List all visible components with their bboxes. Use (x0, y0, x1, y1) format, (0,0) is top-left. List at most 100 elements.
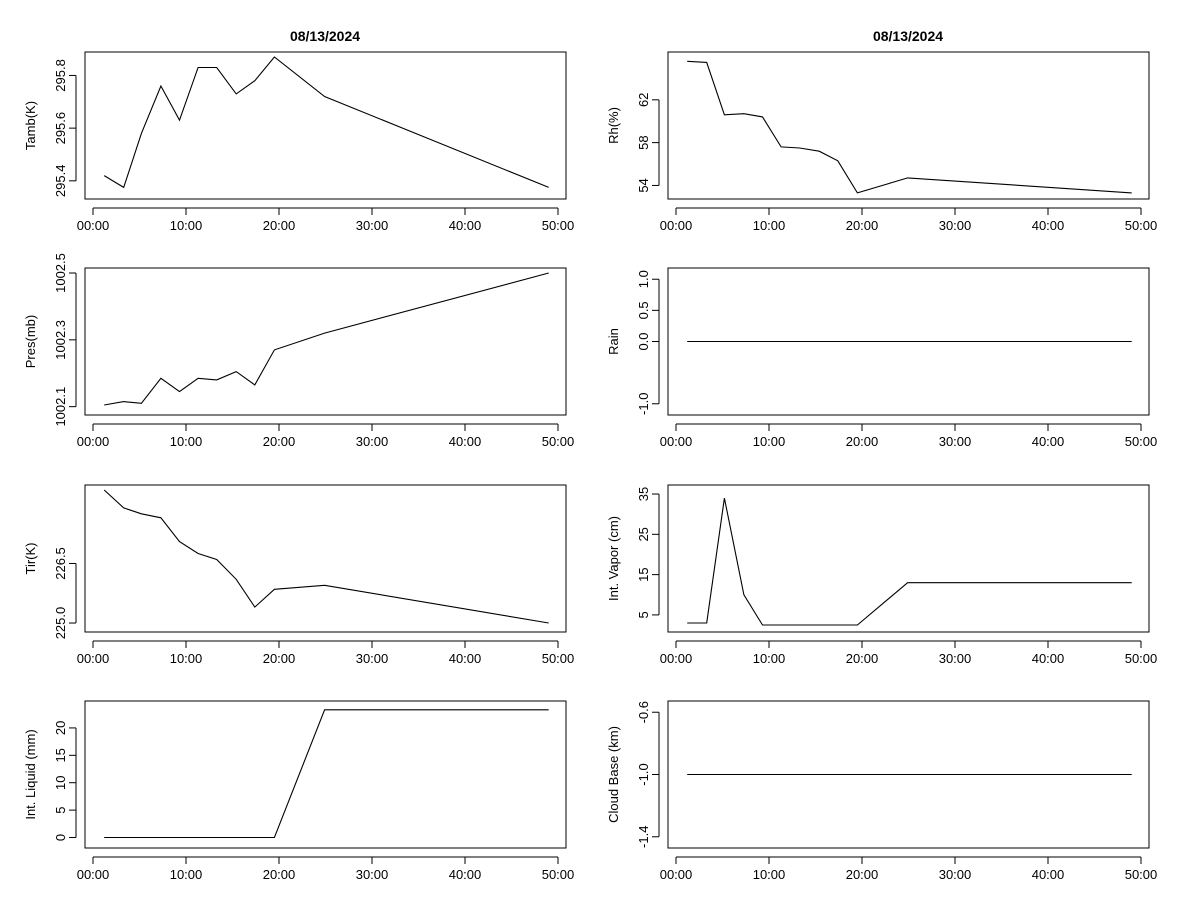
rh-plot-frame (667, 51, 1150, 200)
pres-y-axis-label: Pres(mb) (23, 315, 38, 368)
rh-y-tick-label: 54 (636, 178, 651, 192)
pres-x-tick-label: 30:00 (356, 434, 389, 449)
cloud-y-tick-label: -1.4 (636, 826, 651, 848)
rain-panel: 00:00 10:00 20:00 30:00 40:00 50:00 -1.0 0.0 0.5… (606, 267, 1158, 449)
rain-x-tick-label: 50:00 (1125, 434, 1158, 449)
tamb-y-tick-label: 295.8 (53, 59, 68, 92)
rh-y-tick-label: 58 (636, 135, 651, 149)
tir-x-tick-label: 50:00 (542, 651, 575, 666)
pres-plot-frame (84, 267, 567, 416)
tamb-plot-frame (84, 51, 567, 200)
pres-series-line (104, 272, 549, 406)
rain-x-tick-label: 30:00 (939, 434, 972, 449)
rain-y-tick-label: -1.0 (636, 393, 651, 415)
vapor-x-tick-label: 20:00 (846, 651, 879, 666)
tir-x-tick-label: 10:00 (170, 651, 203, 666)
tamb-panel: 00:00 10:00 20:00 30:00 40:00 50:00 295.4 295.6… (23, 51, 575, 233)
liquid-x-tick-label: 40:00 (449, 867, 482, 882)
vapor-x-tick-label: 30:00 (939, 651, 972, 666)
tir-panel: 00:00 10:00 20:00 30:00 40:00 50:00 225.0 226.5… (23, 484, 575, 666)
rh-panel: 00:00 10:00 20:00 30:00 40:00 50:00 54 58 62 Rh(%… (606, 51, 1158, 233)
pres-y-tick-label: 1002.1 (53, 387, 68, 427)
vapor-x-tick-label: 10:00 (753, 651, 786, 666)
rh-y-tick-label: 62 (636, 93, 651, 107)
liquid-y-axis-label: Int. Liquid (mm) (23, 729, 38, 819)
liquid-x-tick-label: 30:00 (356, 867, 389, 882)
liquid-plot-frame (84, 700, 567, 849)
rain-x-tick-label: 40:00 (1032, 434, 1065, 449)
vapor-y-tick-label: 5 (636, 611, 651, 618)
rh-x-tick-label: 20:00 (846, 218, 879, 233)
tir-x-tick-label: 20:00 (263, 651, 296, 666)
vapor-y-tick-label: 25 (636, 527, 651, 541)
rain-y-tick-label: 0.0 (636, 332, 651, 350)
vapor-plot-frame (667, 484, 1150, 633)
liquid-x-tick-label: 50:00 (542, 867, 575, 882)
pres-x-tick-label: 10:00 (170, 434, 203, 449)
rain-x-tick-label: 20:00 (846, 434, 879, 449)
liquid-y-tick-label: 10 (53, 775, 68, 789)
vapor-y-tick-label: 35 (636, 487, 651, 501)
pres-y-tick-label: 1002.3 (53, 320, 68, 360)
tir-y-tick-label: 226.5 (53, 547, 68, 580)
rh-x-tick-label: 50:00 (1125, 218, 1158, 233)
tamb-series-line (103, 56, 549, 189)
rain-x-tick-label: 00:00 (660, 434, 693, 449)
tir-x-tick-label: 40:00 (449, 651, 482, 666)
cloud-panel: 00:00 10:00 20:00 30:00 40:00 50:00 -1.4 -1.0 -0… (606, 700, 1158, 882)
cloud-x-tick-label: 10:00 (753, 867, 786, 882)
pres-panel: 00:00 10:00 20:00 30:00 40:00 50:00 1002.1 1002… (23, 253, 574, 449)
rh-x-tick-label: 30:00 (939, 218, 972, 233)
tamb-x-tick-label: 40:00 (449, 218, 482, 233)
liquid-x-tick-label: 10:00 (170, 867, 203, 882)
tamb-y-axis-label: Tamb(K) (23, 101, 38, 150)
pres-y-tick-label: 1002.5 (53, 253, 68, 293)
cloud-y-tick-label: -1.0 (636, 763, 651, 785)
pres-x-tick-label: 40:00 (449, 434, 482, 449)
cloud-x-tick-label: 30:00 (939, 867, 972, 882)
cloud-y-axis-label: Cloud Base (km) (606, 726, 621, 823)
tir-y-tick-label: 225.0 (53, 607, 68, 640)
liquid-x-tick-label: 00:00 (77, 867, 110, 882)
tamb-y-tick-label: 295.4 (53, 165, 68, 198)
tir-plot-frame (84, 484, 567, 633)
vapor-y-axis-label: Int. Vapor (cm) (606, 516, 621, 601)
tamb-x-tick-label: 50:00 (542, 218, 575, 233)
pres-x-tick-label: 00:00 (77, 434, 110, 449)
rain-y-tick-label: 1.0 (636, 270, 651, 288)
cloud-plot-frame (667, 700, 1150, 849)
liquid-series-line (104, 709, 549, 839)
cloud-x-tick-label: 50:00 (1125, 867, 1158, 882)
tir-y-axis-label: Tir(K) (23, 542, 38, 574)
rain-y-tick-label: 0.5 (636, 301, 651, 319)
rh-y-axis-label: Rh(%) (606, 107, 621, 144)
pres-x-tick-label: 50:00 (542, 434, 575, 449)
rh-series-line (687, 60, 1132, 194)
cloud-x-tick-label: 40:00 (1032, 867, 1065, 882)
liquid-y-tick-label: 20 (53, 721, 68, 735)
tamb-x-tick-label: 20:00 (263, 218, 296, 233)
cloud-x-tick-label: 20:00 (846, 867, 879, 882)
liquid-x-tick-label: 20:00 (263, 867, 296, 882)
pres-x-tick-label: 20:00 (263, 434, 296, 449)
tamb-x-tick-label: 10:00 (170, 218, 203, 233)
vapor-x-tick-label: 40:00 (1032, 651, 1065, 666)
tir-series-line (103, 489, 549, 624)
right-column-title: 08/13/2024 (873, 28, 943, 44)
tamb-x-tick-label: 30:00 (356, 218, 389, 233)
cloud-y-tick-label: -0.6 (636, 701, 651, 723)
tamb-x-tick-label: 00:00 (77, 218, 110, 233)
vapor-x-tick-label: 00:00 (660, 651, 693, 666)
liquid-y-tick-label: 5 (53, 807, 68, 814)
liquid-panel: 00:00 10:00 20:00 30:00 40:00 50:00 0 5 10 15 20 In… (23, 700, 575, 882)
tamb-y-tick-label: 295.6 (53, 112, 68, 145)
left-column-title: 08/13/2024 (290, 28, 360, 44)
liquid-y-tick-label: 0 (53, 834, 68, 841)
rh-x-tick-label: 00:00 (660, 218, 693, 233)
tir-x-tick-label: 00:00 (77, 651, 110, 666)
rain-y-axis-label: Rain (606, 328, 621, 355)
cloud-x-tick-label: 00:00 (660, 867, 693, 882)
vapor-series-line (687, 497, 1132, 626)
vapor-y-tick-label: 15 (636, 567, 651, 581)
